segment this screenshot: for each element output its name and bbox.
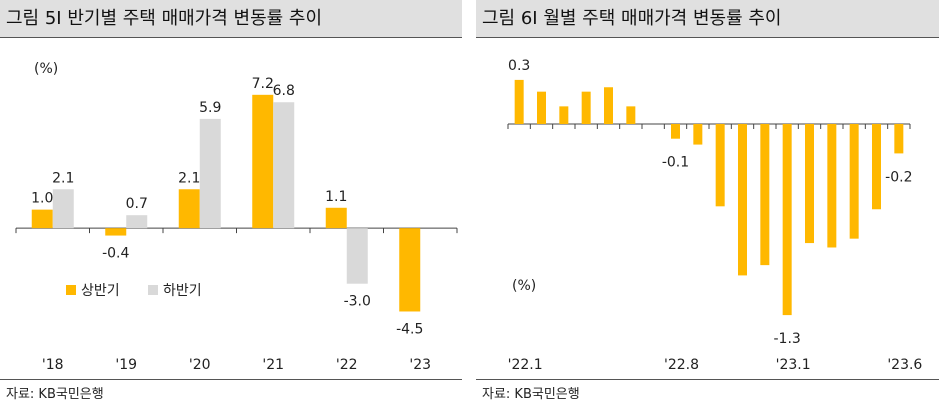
data-label: -0.1 [662, 155, 689, 171]
x-tick-label: '21 [262, 357, 284, 373]
left-source-note: 자료: KB국민은행 [6, 387, 104, 402]
data-label: 1.1 [325, 189, 347, 205]
bar-monthly [872, 124, 881, 210]
bar-monthly [559, 106, 569, 124]
bar-monthly [805, 124, 814, 244]
bar-monthly [604, 87, 613, 124]
left-panel-title: 그림 5I 반기별 주택 매매가격 변동률 추이 [0, 0, 462, 38]
bar-monthly [894, 124, 904, 154]
x-tick-label: '22.1 [508, 357, 543, 373]
right-bottom-rule [476, 379, 939, 380]
bar-monthly [738, 124, 747, 276]
data-label: -3.0 [344, 294, 371, 310]
data-label: 2.1 [178, 170, 200, 186]
unit-label: (%) [34, 61, 58, 77]
bar-second-half [273, 102, 295, 229]
x-tick-label: '22.8 [664, 357, 699, 373]
bar-monthly [715, 124, 725, 207]
bar-first-half [178, 189, 200, 229]
x-tick-label: '23.6 [887, 357, 922, 373]
bar-monthly [671, 124, 680, 139]
bar-monthly [827, 124, 837, 248]
bar-monthly [581, 91, 591, 124]
bar-second-half [346, 228, 368, 284]
bar-first-half [105, 228, 127, 236]
legend-label: 하반기 [163, 283, 202, 299]
bar-first-half [399, 228, 421, 312]
bar-second-half [126, 215, 148, 229]
bar-monthly [760, 124, 770, 266]
data-label: 0.3 [508, 58, 530, 74]
legend-swatch [148, 285, 158, 295]
left-bottom-rule [0, 379, 462, 380]
data-label: 2.1 [52, 170, 74, 186]
x-tick-label: '23.1 [776, 357, 811, 373]
legend-swatch [66, 285, 76, 295]
bar-first-half [31, 209, 53, 229]
x-tick-label: '20 [189, 357, 211, 373]
data-label: -0.2 [885, 169, 912, 185]
data-label: -4.5 [396, 321, 423, 337]
bar-monthly [537, 91, 546, 124]
right-source-note: 자료: KB국민은행 [482, 387, 580, 402]
data-label: 0.7 [126, 196, 148, 212]
x-tick-label: '19 [115, 357, 137, 373]
data-label: 6.8 [273, 83, 295, 99]
bar-first-half [252, 94, 274, 229]
data-label: 7.2 [252, 76, 274, 92]
x-tick-label: '22 [336, 357, 358, 373]
x-tick-label: '23 [409, 357, 431, 373]
bar-second-half [52, 189, 74, 229]
data-label: 5.9 [199, 100, 221, 116]
bar-monthly [514, 79, 524, 124]
bar-second-half [199, 118, 221, 229]
bar-monthly [782, 124, 792, 316]
data-label: -1.3 [774, 331, 801, 347]
data-label: 1.0 [31, 191, 53, 207]
bar-monthly [626, 106, 636, 124]
legend-label: 상반기 [81, 283, 120, 299]
bar-monthly [693, 124, 703, 145]
bar-first-half [325, 207, 347, 229]
x-tick-label: '18 [42, 357, 64, 373]
data-label: -0.4 [102, 246, 129, 262]
right-panel-title: 그림 6I 월별 주택 매매가격 변동률 추이 [476, 0, 939, 38]
bar-monthly [849, 124, 859, 239]
unit-label: (%) [512, 278, 536, 294]
